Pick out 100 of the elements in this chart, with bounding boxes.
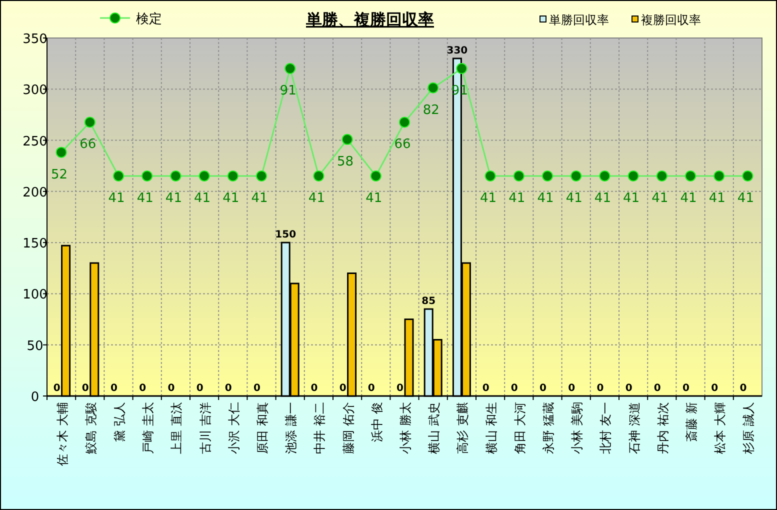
data-label: 85 — [422, 296, 436, 308]
data-label: 41 — [251, 190, 268, 206]
x-tick-label: 杉原 誠人 — [742, 402, 756, 455]
data-label: 41 — [136, 190, 154, 206]
point — [256, 170, 267, 182]
point — [170, 170, 182, 182]
point — [513, 170, 524, 182]
point — [342, 134, 353, 145]
data-label: 0 — [224, 383, 232, 394]
x-tick-label: 戸崎 圭太 — [141, 402, 156, 454]
point — [428, 82, 439, 94]
data-label: 0 — [196, 383, 204, 394]
x-tick-label: 原田 和真 — [256, 402, 270, 454]
data-label: 0 — [510, 383, 518, 394]
y-tick-label: 150 — [22, 236, 48, 252]
x-tick-label: 松本 大輝 — [713, 402, 728, 454]
point — [227, 170, 238, 182]
data-label: 91 — [280, 84, 296, 99]
data-label: 0 — [740, 383, 747, 394]
data-label: 41 — [165, 190, 182, 206]
x-tick-label: 佐々木 大輔 — [55, 402, 70, 466]
point — [628, 170, 639, 182]
data-label: 150 — [275, 230, 296, 241]
data-label: 41 — [222, 190, 240, 206]
data-label: 0 — [110, 383, 118, 394]
y-tick-label: 200 — [22, 185, 48, 200]
data-label: 41 — [680, 190, 697, 206]
data-label: 0 — [168, 383, 175, 394]
data-label: 0 — [254, 383, 261, 394]
x-tick-label: 上里 直汰 — [170, 402, 184, 454]
data-label: 0 — [568, 383, 576, 394]
point — [56, 146, 67, 158]
x-tick-label: 藤岡 佑介 — [341, 402, 356, 454]
x-tick-label: 中井 裕二 — [312, 402, 327, 454]
x-tick-label: 横山 武史 — [427, 402, 442, 454]
point — [142, 170, 153, 182]
y-tick-label: 0 — [30, 390, 40, 405]
data-label: 41 — [652, 190, 668, 206]
x-tick-label: 浜中 俊 — [370, 402, 384, 442]
x-tick-label: 丹内 祐次 — [656, 402, 670, 454]
point — [484, 170, 496, 182]
point — [399, 116, 410, 128]
x-tick-label: 鮫島 克駿 — [84, 402, 98, 454]
point — [456, 63, 468, 74]
data-label: 0 — [482, 383, 490, 394]
point — [656, 170, 668, 182]
data-label: 41 — [566, 190, 582, 206]
point — [84, 116, 96, 128]
point — [313, 170, 324, 182]
y-tick-label: 350 — [22, 32, 48, 47]
y-tick-label: 50 — [26, 338, 44, 354]
point — [685, 170, 696, 182]
y-tick-label: 250 — [22, 134, 48, 150]
data-label: 41 — [594, 190, 611, 206]
data-label: 0 — [682, 383, 690, 394]
data-label: 66 — [394, 137, 411, 152]
x-tick-label: 黛 弘人 — [112, 402, 126, 442]
data-label: 41 — [194, 190, 211, 206]
point — [714, 170, 725, 182]
data-label: 41 — [537, 190, 554, 206]
data-label: 0 — [310, 383, 318, 394]
x-tick-label: 小沢 大仁 — [226, 402, 241, 454]
data-label: 41 — [737, 190, 754, 206]
x-tick-label: 池添 謙一 — [284, 402, 298, 454]
data-label: 0 — [654, 383, 661, 394]
point — [198, 170, 210, 182]
data-label: 41 — [308, 190, 325, 206]
data-label: 0 — [540, 383, 547, 394]
data-label: 41 — [480, 190, 497, 206]
legend-label: 単勝回収率 — [549, 13, 609, 27]
data-label: 0 — [339, 383, 346, 394]
data-label: 41 — [708, 190, 726, 206]
chart-title: 単勝、複勝回収率 — [305, 10, 434, 29]
point — [542, 170, 553, 182]
data-label: 0 — [625, 383, 632, 394]
x-tick-label: 小林 勝太 — [398, 402, 412, 454]
data-label: 66 — [80, 137, 96, 152]
data-label: 330 — [446, 45, 468, 56]
data-label: 41 — [108, 190, 125, 206]
data-label: 52 — [51, 167, 68, 182]
x-tick-label: 角田 大河 — [512, 402, 527, 454]
point — [370, 170, 382, 182]
data-label: 41 — [508, 190, 526, 206]
data-label: 0 — [711, 383, 718, 394]
point — [570, 170, 582, 182]
y-tick-label: 100 — [22, 288, 48, 303]
x-tick-label: 古川 吉洋 — [198, 402, 212, 454]
x-tick-label: 永野 猛蔵 — [542, 402, 556, 454]
y-tick-label: 300 — [22, 83, 48, 98]
data-label: 0 — [596, 383, 604, 394]
x-tick-label: 北村 友一 — [598, 402, 613, 454]
data-label: 41 — [623, 190, 640, 206]
legend-label: 検定 — [136, 12, 162, 27]
x-tick-label: 横山 和生 — [484, 402, 498, 454]
data-label: 0 — [53, 383, 60, 394]
data-label: 0 — [82, 383, 89, 394]
x-tick-label: 石神 深道 — [627, 402, 642, 454]
data-label: 0 — [396, 383, 404, 394]
x-tick-label: 高杉 吏麒 — [456, 402, 470, 454]
data-label: 82 — [422, 102, 440, 118]
